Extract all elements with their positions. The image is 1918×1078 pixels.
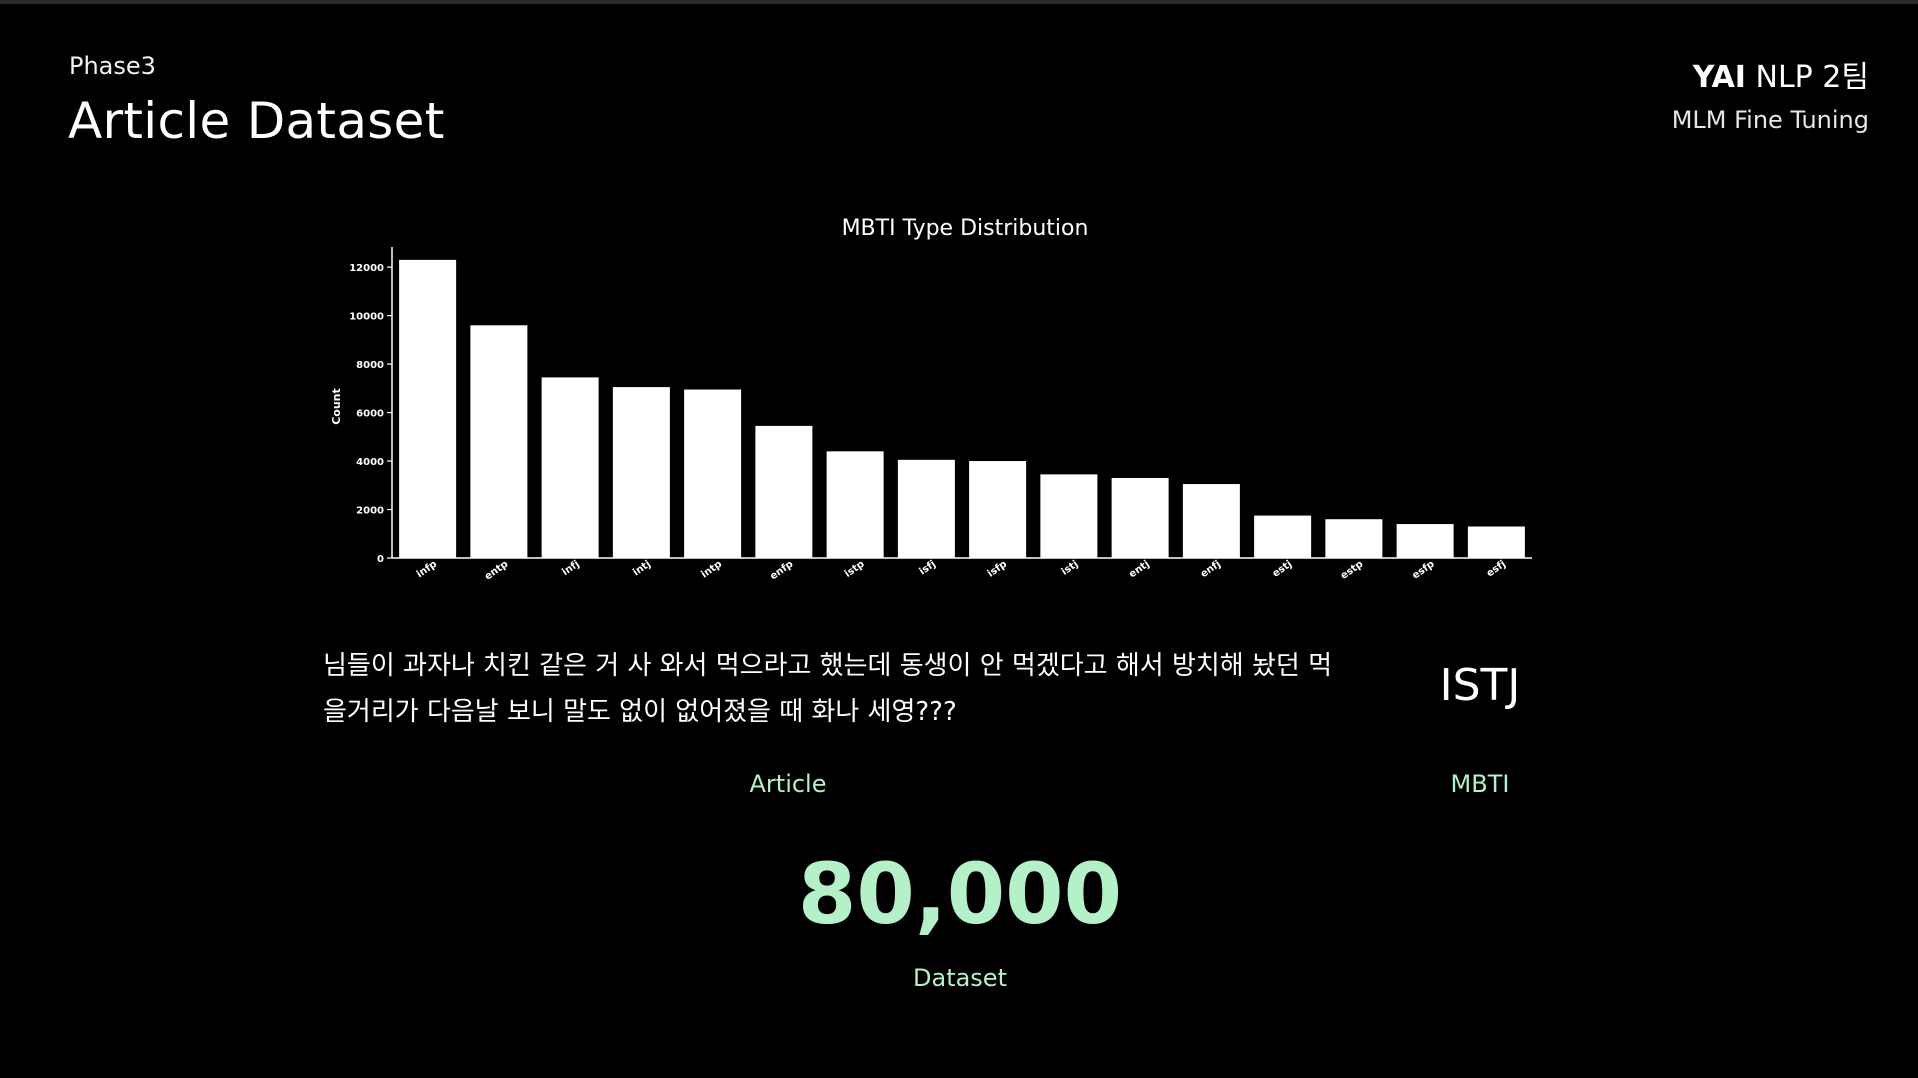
- brand-rest: NLP 2팀: [1755, 60, 1869, 95]
- y-tick-label: 12000: [349, 263, 384, 274]
- x-tick-label: infp: [415, 559, 439, 581]
- y-tick-label: 0: [377, 554, 384, 565]
- brand-title: YAI NLP 2팀: [1693, 52, 1869, 96]
- bar-esfj: [1467, 526, 1525, 558]
- dataset-count: 80,000: [797, 845, 1123, 943]
- x-tick-label: entp: [483, 559, 510, 583]
- article-label: Article: [749, 770, 827, 798]
- x-tick-label: esfj: [1485, 559, 1508, 580]
- x-tick-label: intp: [699, 559, 724, 581]
- x-tick-label: estj: [1271, 559, 1294, 580]
- bar-isfp: [969, 461, 1027, 558]
- y-tick-label: 6000: [356, 409, 384, 420]
- brand-subtitle: MLM Fine Tuning: [1671, 106, 1869, 134]
- bar-istj: [1040, 474, 1098, 558]
- x-tick-label: istj: [1060, 559, 1081, 578]
- bar-infj: [541, 377, 599, 558]
- example-mbti-value: ISTJ: [1439, 660, 1521, 711]
- bar-intj: [612, 387, 670, 558]
- y-tick-label: 4000: [356, 457, 384, 468]
- top-border: [0, 0, 1918, 4]
- phase-label: Phase3: [69, 52, 156, 80]
- bar-entj: [1111, 478, 1169, 558]
- x-tick-label: esfp: [1410, 559, 1436, 582]
- x-tick-label: isfp: [986, 559, 1009, 580]
- y-tick-label: 8000: [356, 360, 384, 371]
- x-tick-label: enfp: [768, 559, 795, 583]
- bar-estj: [1254, 515, 1312, 558]
- mbti-bar-chart: MBTI Type Distribution Count 0 2000 4000 6000…: [330, 216, 1532, 583]
- chart-title: MBTI Type Distribution: [842, 216, 1089, 241]
- x-tick-label: istp: [843, 559, 867, 580]
- bar-esfp: [1396, 524, 1454, 558]
- example-article-text: 님들이 과자나 치킨 같은 거 사 와서 먹으라고 했는데 동생이 안 먹겠다고…: [323, 651, 1333, 727]
- y-tick-label: 2000: [356, 506, 384, 517]
- bar-entp: [470, 325, 528, 558]
- dataset-label: Dataset: [913, 964, 1007, 992]
- bar-enfp: [755, 425, 813, 558]
- mbti-label: MBTI: [1450, 770, 1510, 798]
- bar-estp: [1325, 519, 1383, 558]
- bar-istp: [826, 451, 884, 558]
- x-tick-label: entj: [1127, 559, 1151, 581]
- bar-isfj: [897, 459, 955, 558]
- y-axis-label: Count: [330, 388, 343, 425]
- brand-bold: YAI: [1692, 60, 1746, 95]
- x-tick-label: estp: [1339, 559, 1366, 582]
- x-tick-label: isfj: [917, 559, 937, 578]
- bar-enfj: [1182, 484, 1240, 558]
- y-tick-label: 10000: [349, 312, 384, 323]
- x-tick-label: infj: [560, 559, 581, 579]
- bar-infp: [399, 259, 457, 558]
- page-title: Article Dataset: [68, 92, 445, 150]
- x-tick-label: enfj: [1199, 559, 1223, 580]
- x-tick-label: intj: [631, 559, 653, 579]
- bar-intp: [684, 389, 742, 558]
